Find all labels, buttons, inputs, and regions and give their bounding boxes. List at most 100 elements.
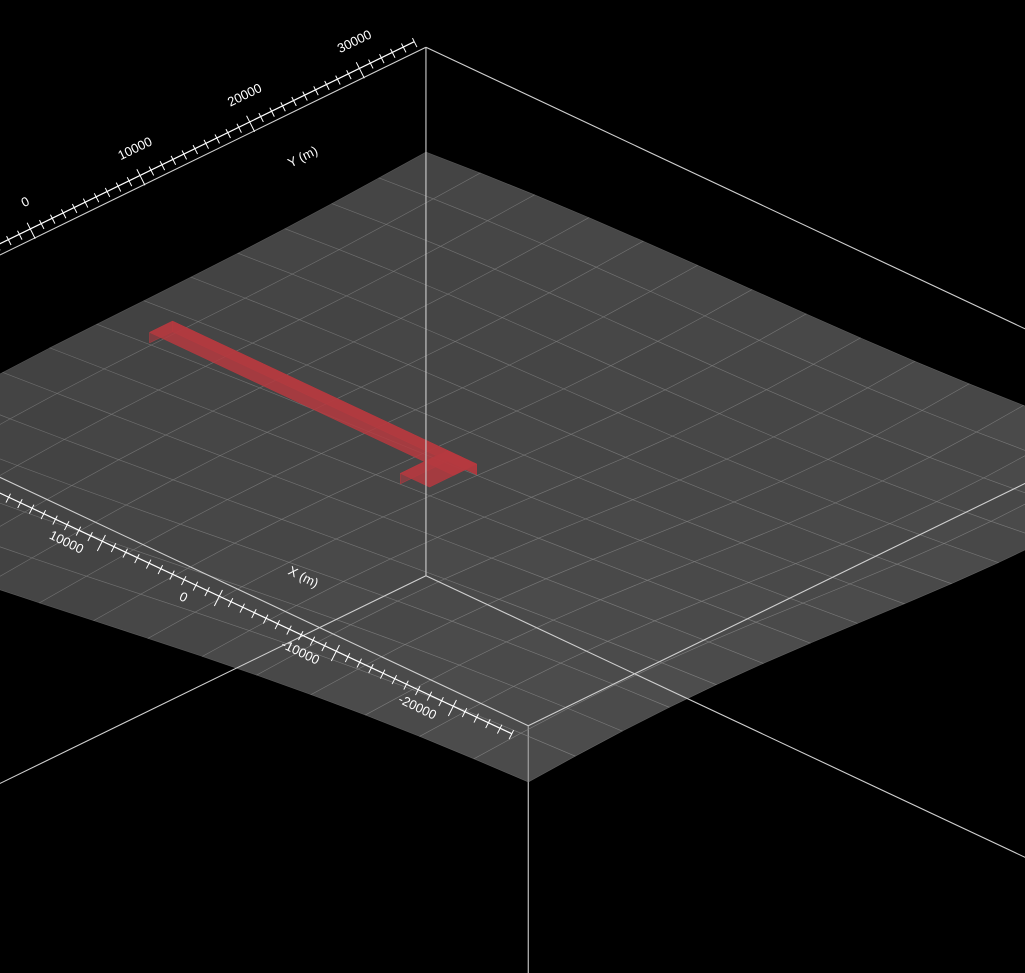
y-minor-tick [216,137,220,144]
y-tick-up [26,222,31,230]
x-minor-tick [64,524,68,531]
y-minor-tick [40,223,45,230]
y-tick-up [291,96,295,101]
y-tick-up [258,112,262,117]
x-minor-tick [403,683,407,690]
x-minor-tick [5,496,10,503]
x-tick-up [382,669,386,674]
x-tick-up [160,564,164,569]
surface-patch [0,546,33,577]
y-tick-up [368,59,371,64]
x-tick-up [148,559,152,564]
y-tick-up [93,193,97,198]
y-tick-up [346,70,349,75]
x-tick-up [370,663,374,668]
x-tick-up [394,674,398,679]
x-tick-up [511,729,515,734]
x-tick-up [113,542,117,547]
y-tick-label: 10000 [115,134,154,163]
x-tick-up [300,630,304,635]
box-edge-bottom-y-right [528,933,1025,973]
y-minor-tick [161,164,166,171]
x-major-tick [447,705,454,717]
x-minor-tick [309,639,314,646]
x-minor-tick [157,568,162,575]
y-axis-title: Y (m) [285,143,320,171]
x-minor-tick [379,672,384,679]
x-minor-tick [298,634,302,641]
y-minor-tick [194,148,198,155]
box-edge-bottom-x-near [0,897,528,973]
x-minor-tick [262,617,267,624]
y-tick-up [49,214,53,219]
y-tick-up [214,134,218,139]
y-major-tick [249,121,256,132]
x-minor-tick [426,694,431,701]
box-edge-bottom-y-left [0,575,427,785]
y-minor-tick [315,89,319,96]
surface-patch [0,458,19,476]
y-minor-tick [391,52,396,58]
y-minor-tick [227,132,231,139]
x-minor-tick [415,689,419,696]
surface-patch [0,414,11,425]
x-axis-line [0,492,513,735]
x-tick-up [78,526,82,531]
x-minor-tick [181,579,185,586]
y-tick-up [159,160,163,165]
x-tick-up [90,531,93,536]
x-minor-tick [75,529,80,536]
x-tick-up [218,589,223,597]
surface-patch [990,503,1025,534]
x-tick-up [359,658,362,663]
y-minor-tick [172,159,177,165]
y-tick-up [82,198,86,203]
x-minor-tick [356,661,361,668]
y-minor-tick [326,84,330,91]
y-tick-up [192,144,196,149]
y-minor-tick [347,73,352,80]
x-minor-tick [485,722,489,729]
y-tick-up [412,37,415,42]
y-tick-up [379,53,382,58]
box-edge-bottom-x-far [425,575,1025,858]
x-minor-tick [274,623,279,630]
y-tick-up [269,107,273,112]
x-tick-up [499,724,503,729]
l-shaped-structure [148,320,478,488]
x-tick-up [183,575,187,580]
y-minor-tick [205,143,209,149]
x-minor-tick [145,562,150,569]
y-minor-tick [7,239,12,246]
x-tick-up [253,608,257,613]
x-tick-up [312,636,316,641]
x-tick-up [347,652,351,657]
y-minor-tick [402,46,407,53]
y-tick-up [148,166,152,171]
x-tick-up [406,680,409,685]
x-minor-tick [321,645,326,652]
y-tick-up [181,150,185,155]
y-major-tick [29,228,36,239]
x-tick-up [66,520,70,525]
y-tick-up [104,187,108,192]
x-tick-up [429,691,433,696]
x-minor-tick [286,628,290,635]
x-tick-up [101,534,106,542]
x-minor-tick [368,667,372,674]
x-minor-tick [204,590,209,597]
y-tick-label: 30000 [335,27,374,56]
y-tick-up [390,48,393,53]
x-tick-up [242,603,245,608]
x-tick-up [43,509,47,514]
x-tick-up [289,625,292,630]
x-tick-up [230,597,234,602]
x-tick-up [476,713,479,718]
x-major-tick [96,540,103,552]
y-tick-up [17,230,20,235]
y-major-tick [358,68,365,79]
y-minor-tick [73,207,78,214]
x-tick-up [195,581,199,586]
